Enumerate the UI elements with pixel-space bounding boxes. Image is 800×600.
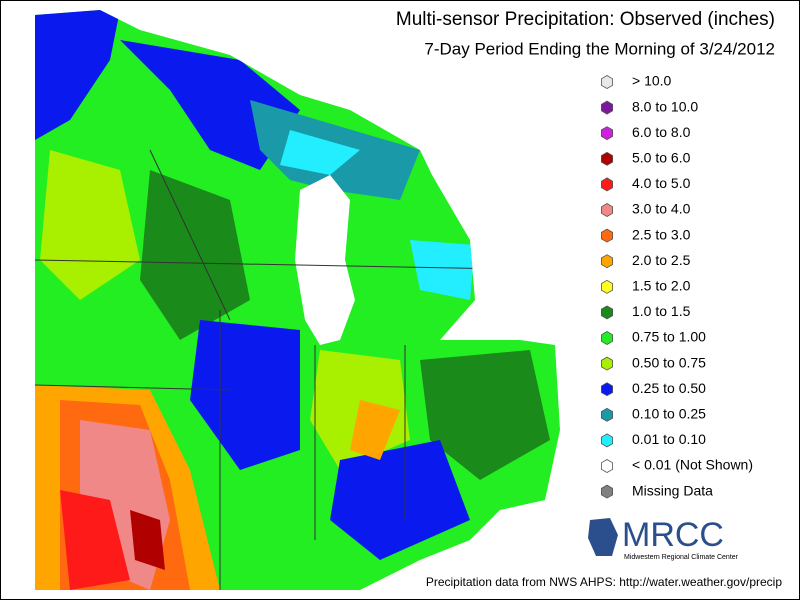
legend-swatch [601, 228, 613, 243]
legend-swatch [601, 254, 613, 269]
legend-label: Missing Data [632, 482, 713, 498]
title: Multi-sensor Precipitation: Observed (in… [396, 9, 775, 30]
legend-label: 0.01 to 0.10 [632, 431, 706, 447]
legend-swatch [601, 279, 613, 294]
logo-icon [588, 518, 618, 556]
legend-swatch [601, 177, 613, 192]
logo-subtitle: Midwestern Regional Climate Center [624, 554, 739, 561]
legend-label: 1.5 to 2.0 [632, 278, 691, 294]
logo: MRCC Midwestern Regional Climate Center [588, 516, 739, 561]
legend-label: 2.5 to 3.0 [632, 226, 691, 242]
legend-swatch [601, 100, 613, 115]
legend-label: 3.0 to 4.0 [632, 201, 691, 217]
legend-label: < 0.01 (Not Shown) [632, 457, 753, 473]
legend-label: 8.0 to 10.0 [632, 98, 698, 114]
legend-swatch [601, 382, 613, 397]
legend-label: 4.0 to 5.0 [632, 175, 691, 191]
precip-map [35, 10, 560, 590]
legend-swatch [601, 459, 613, 473]
legend-label: 5.0 to 6.0 [632, 150, 691, 166]
legend-swatch [601, 305, 613, 320]
legend-label: 0.25 to 0.50 [632, 380, 706, 396]
legend-label: > 10.0 [632, 73, 672, 89]
legend-swatch [601, 433, 613, 448]
legend-label: 0.75 to 1.00 [632, 329, 706, 345]
legend-swatch [601, 331, 613, 345]
legend-swatch [601, 151, 613, 166]
logo-name: MRCC [622, 516, 724, 554]
legend-swatch [601, 356, 613, 371]
legend-swatch [601, 126, 613, 141]
subtitle: 7-Day Period Ending the Morning of 3/24/… [424, 39, 775, 58]
legend: > 10.0 8.0 to 10.0 6.0 to 8.0 5.0 to 6.0 4.0… [601, 73, 753, 499]
legend-swatch [601, 75, 613, 89]
legend-swatch [601, 407, 613, 422]
legend-label: 2.0 to 2.5 [632, 252, 691, 268]
legend-label: 0.10 to 0.25 [632, 406, 706, 422]
legend-swatch [601, 203, 613, 217]
legend-label: 6.0 to 8.0 [632, 124, 691, 140]
source-note: Precipitation data from NWS AHPS: http:/… [426, 575, 782, 589]
legend-label: 1.0 to 1.5 [632, 303, 691, 319]
legend-label: 0.50 to 0.75 [632, 354, 706, 370]
legend-swatch [601, 484, 613, 499]
